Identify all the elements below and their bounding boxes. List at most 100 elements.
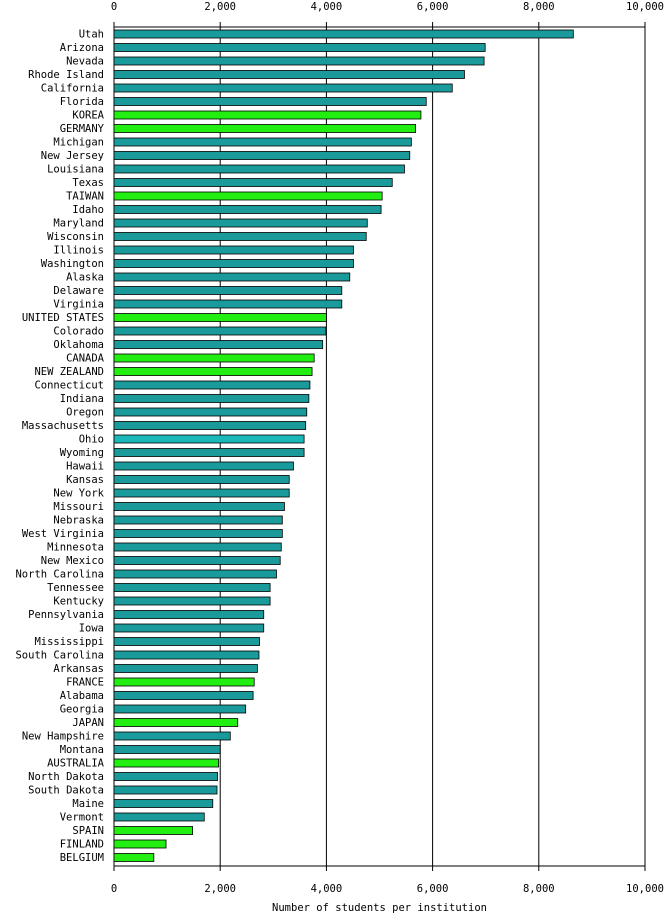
bar <box>113 812 205 822</box>
category-label: Alabama <box>60 690 104 702</box>
bar <box>113 70 465 79</box>
bar <box>113 745 221 754</box>
category-label: Illinois <box>53 245 104 257</box>
bar <box>113 137 412 147</box>
category-label: South Dakota <box>28 785 104 797</box>
category-label: Kansas <box>66 474 104 486</box>
category-label: SPAIN <box>72 825 104 837</box>
category-label: Nevada <box>66 56 104 68</box>
bar <box>113 326 327 336</box>
bar <box>113 637 260 646</box>
bar <box>113 353 315 363</box>
bar <box>113 664 258 673</box>
bottom-axis-ticks: 0 2,000 4,000 6,000 8,000 10,000 <box>111 866 664 895</box>
category-label: Alaska <box>66 272 104 284</box>
category-label: Delaware <box>53 285 104 297</box>
bar <box>113 718 239 727</box>
bar <box>113 853 155 862</box>
bar <box>113 542 282 552</box>
bar <box>113 691 254 700</box>
category-label: Connecticut <box>34 380 104 392</box>
bar <box>113 164 405 174</box>
category-label: North Carolina <box>15 569 104 581</box>
bar <box>113 340 324 349</box>
category-label: FRANCE <box>66 677 104 689</box>
bar <box>113 434 305 444</box>
bar <box>113 610 265 619</box>
bar <box>113 259 354 268</box>
category-label: Iowa <box>79 623 104 635</box>
category-label: Wyoming <box>60 447 104 459</box>
bar <box>113 232 367 241</box>
category-label: UNITED STATES <box>22 312 104 324</box>
category-label: GERMANY <box>60 123 105 135</box>
category-label: Rhode Island <box>28 69 104 81</box>
category-label: New Hampshire <box>22 731 104 743</box>
bar <box>113 407 308 417</box>
category-label: Kentucky <box>53 596 104 608</box>
category-label: Colorado <box>53 326 104 338</box>
bottom-tick-label: 2,000 <box>204 883 236 895</box>
bar <box>113 488 290 498</box>
bar <box>113 286 343 295</box>
category-label: South Carolina <box>15 650 104 662</box>
top-tick-label: 4,000 <box>311 1 343 13</box>
category-label: FINLAND <box>60 839 104 851</box>
category-label: Missouri <box>53 501 104 513</box>
bar <box>113 299 343 309</box>
bar <box>113 826 193 835</box>
category-label: Utah <box>79 29 104 41</box>
category-label: KOREA <box>72 110 104 122</box>
bars <box>113 29 574 862</box>
category-label: Mississippi <box>34 636 104 648</box>
category-label: New Mexico <box>41 555 104 567</box>
bar <box>113 83 453 93</box>
category-label: New York <box>53 488 104 500</box>
category-label: Ohio <box>79 434 104 446</box>
bar <box>113 313 327 322</box>
category-label: TAIWAN <box>66 191 104 203</box>
category-label: Arizona <box>60 42 104 54</box>
bar <box>113 799 214 808</box>
bar <box>113 502 285 511</box>
top-tick-label: 10,000 <box>626 1 664 13</box>
category-label: Vermont <box>60 812 104 824</box>
category-label: Washington <box>41 258 104 270</box>
category-label: Idaho <box>72 204 104 216</box>
bar <box>113 677 255 687</box>
category-label: Michigan <box>53 137 104 149</box>
category-label: North Dakota <box>28 771 104 783</box>
bar <box>113 56 485 66</box>
top-tick-label: 2,000 <box>204 1 236 13</box>
category-label: Wisconsin <box>47 231 104 243</box>
bar <box>113 515 283 525</box>
bar <box>113 367 313 376</box>
bar <box>113 461 294 471</box>
bottom-tick-label: 10,000 <box>626 883 664 895</box>
bar <box>113 205 382 214</box>
plot-frame <box>113 26 646 867</box>
category-label: NEW ZEALAND <box>34 366 104 378</box>
bottom-tick-label: 6,000 <box>417 883 449 895</box>
bar <box>113 394 310 403</box>
bar <box>113 97 427 106</box>
category-label: Maryland <box>53 218 104 230</box>
category-label: Pennsylvania <box>28 609 104 621</box>
bar <box>113 29 574 39</box>
category-label: Texas <box>72 177 104 189</box>
category-label: BELGIUM <box>60 852 104 864</box>
category-label: California <box>41 83 104 95</box>
category-label: JAPAN <box>72 717 104 729</box>
x-axis-label: Number of students per institution <box>272 902 487 914</box>
category-label: Indiana <box>60 393 104 405</box>
category-label: Massachusetts <box>22 420 104 432</box>
bar <box>113 623 265 633</box>
bar <box>113 785 218 795</box>
bar <box>113 569 277 579</box>
bar <box>113 772 218 781</box>
bottom-tick-label: 8,000 <box>523 883 555 895</box>
bar <box>113 758 220 768</box>
bar <box>113 596 271 606</box>
bar <box>113 731 231 741</box>
